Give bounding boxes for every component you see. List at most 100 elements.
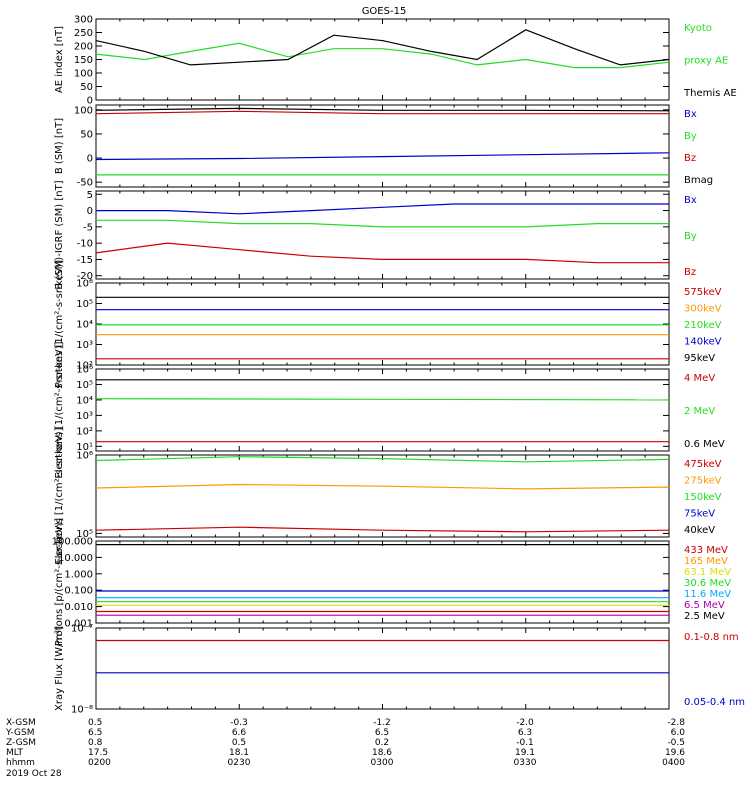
orbit-value: 0400 (662, 758, 685, 768)
legend-entry: 575keV (684, 287, 722, 298)
legend-entry: 0.05-0.4 nm (684, 697, 745, 708)
legend-entry: 300keV (684, 304, 722, 315)
panel-frame (95, 368, 670, 452)
y-tick-label: 10¹ (76, 442, 93, 453)
y-tick-label: 250 (74, 28, 93, 39)
y-tick-label: 10⁴ (76, 320, 93, 331)
y-axis-label: Protons [1/(cm²-s-sr-keV)] (54, 260, 65, 388)
y-tick-label: 100.000 (52, 537, 93, 548)
legend-entry: 140keV (684, 337, 722, 348)
orbit-value: 0230 (228, 758, 251, 768)
y-tick-label: 300 (74, 15, 93, 26)
date-label: 2019 Oct 28 (6, 769, 62, 779)
y-tick-label: 50 (80, 82, 93, 93)
y-tick-label: 50 (80, 129, 93, 140)
orbit-row-label: hhmm (6, 758, 35, 768)
legend-entry: 210keV (684, 320, 722, 331)
y-tick-label: -50 (77, 178, 93, 189)
y-axis-label: B (SM)-IGRF (SM) [nT] (54, 180, 65, 289)
series-line (95, 483, 670, 490)
orbit-value: -0.5 (667, 738, 685, 748)
series-line (95, 29, 670, 66)
y-tick-label: 100 (74, 105, 93, 116)
y-tick-label: 10² (76, 361, 93, 372)
y-tick-label: 5 (87, 190, 93, 201)
legend-entry: 150keV (684, 492, 722, 503)
series-line (95, 152, 670, 161)
orbit-value: 0.5 (232, 738, 246, 748)
y-tick-label: 10⁶ (76, 451, 93, 462)
y-tick-label: 10⁵ (76, 299, 93, 310)
y-tick-label: 1.000 (64, 569, 93, 580)
panel-frame (95, 540, 670, 624)
panel-6: 10⁵ 10⁶ Electrons [1/(cm²-s-sr-keV)] 475keV… (54, 427, 722, 564)
legend-entry: 0.6 MeV (684, 439, 725, 450)
orbit-row-label: Z-GSM (6, 738, 36, 748)
legend-entry: proxy AE (684, 56, 728, 67)
legend-entry: 4 MeV (684, 373, 715, 384)
series-line (95, 110, 669, 115)
orbit-value: 19.1 (515, 748, 535, 758)
y-tick-label: 0 (87, 96, 93, 107)
y-tick-label: 10⁶ (76, 279, 93, 290)
orbit-row-label: Y-GSM (5, 728, 34, 738)
legend-entry: 11.6 MeV (684, 589, 731, 600)
y-axis-label: Electrons [1/(cm²-s-sr-keV)] (54, 427, 65, 564)
legend-entry: 6.5 MeV (684, 600, 725, 611)
orbit-value: 19.6 (665, 748, 685, 758)
series-line (95, 107, 670, 112)
panel-4: 10² 10³ 10⁴ 10⁵ 10⁶ Protons [1/(cm²-s-sr-keV)… (54, 260, 722, 388)
legend-entry: Bz (684, 153, 696, 164)
panel-8: 10⁻⁸ 10⁻⁷ Xray Flux [W/m²] 0.1-0.8 nm 0.05-0… (54, 624, 745, 716)
y-tick-label: 10⁴ (76, 395, 93, 406)
orbit-table: X-GSM 0.5 -0.3 -1.2 -2.0 -2.8 Y-GSM 6.5 6.6 6.5 6.… (5, 718, 685, 768)
orbit-row-label: X-GSM (6, 718, 36, 728)
legend-entry: 165 MeV (684, 556, 728, 567)
orbit-row-label: MLT (6, 748, 24, 758)
legend-entry: 2.5 MeV (684, 611, 725, 622)
orbit-value: -0.1 (516, 738, 534, 748)
y-tick-label: 10³ (76, 340, 93, 351)
panel-7: 0.001 0.010 0.100 1.000 10.000 100.000Protons… (52, 518, 732, 646)
y-tick-label: 10⁻⁸ (71, 705, 93, 716)
y-tick-label: -10 (77, 239, 93, 250)
y-tick-label: 10⁵ (76, 380, 93, 391)
y-tick-label: 10⁻⁷ (71, 624, 93, 635)
y-axis-label: Electrons [1/(cm²-s-sr-keV)] (54, 341, 65, 478)
y-tick-label: 0 (87, 206, 93, 217)
y-tick-label: 0.010 (64, 602, 93, 613)
y-axis-label: Protons [p/(cm²-s-sr-keV)] (54, 518, 65, 646)
y-tick-label: 10⁵ (76, 529, 93, 540)
y-axis-label: Xray Flux [W/m²] (54, 626, 65, 711)
legend-entry: Bx (684, 195, 697, 206)
legend-entry: 433 MeV (684, 545, 728, 556)
orbit-value: 0.5 (88, 718, 102, 728)
legend-entry: 0.1-0.8 nm (684, 632, 739, 643)
orbit-value: -2.8 (667, 718, 685, 728)
panel-frame (95, 454, 670, 538)
orbit-value: 0330 (514, 758, 537, 768)
panel-2: -50 0 50 100 B (SM) [nT] Bx By Bz Bmag (54, 104, 713, 189)
y-tick-label: 0 (87, 154, 93, 165)
legend-entry: By (684, 131, 697, 142)
y-tick-label: -15 (77, 255, 93, 266)
orbit-value: 6.5 (375, 728, 389, 738)
orbit-value: 0300 (371, 758, 394, 768)
y-tick-label: 0.001 (64, 619, 93, 630)
panel-frame (95, 282, 670, 366)
series-line (95, 242, 669, 264)
legend-entry: 30.6 MeV (684, 578, 731, 589)
legend-entry: 40keV (684, 525, 715, 536)
y-axis-label: B (SM) [nT] (54, 118, 65, 174)
legend-entry: Bmag (684, 175, 713, 186)
orbit-value: -1.2 (373, 718, 391, 728)
orbit-value: 18.1 (229, 748, 249, 758)
orbit-value: 6.0 (671, 728, 686, 738)
orbit-value: 6.6 (232, 728, 247, 738)
legend-entry: By (684, 231, 697, 242)
orbit-value: 0200 (88, 758, 111, 768)
y-tick-label: -5 (83, 222, 93, 233)
legend-entry: 95keV (684, 353, 715, 364)
